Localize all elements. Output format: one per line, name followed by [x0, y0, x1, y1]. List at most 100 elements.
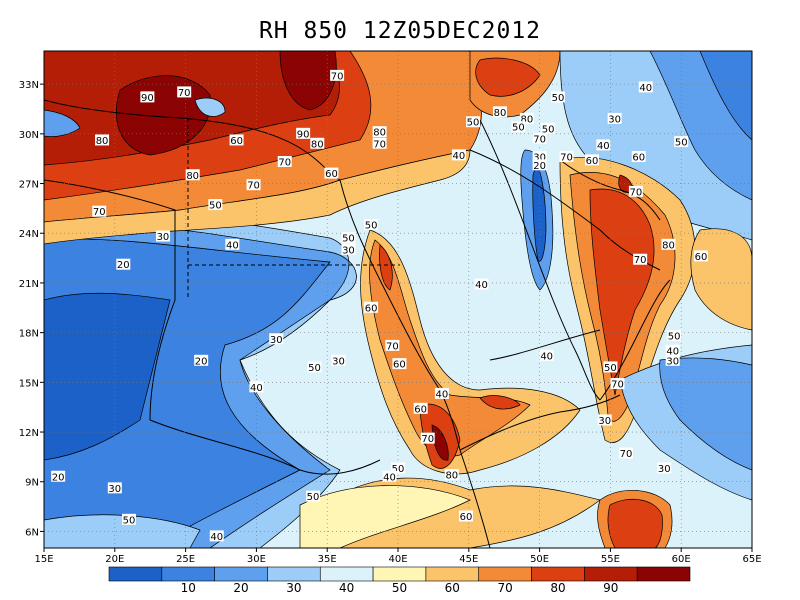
contour-label: 70: [634, 255, 647, 266]
contour-label: 60: [632, 153, 645, 164]
contour-label-bg: [249, 381, 264, 393]
contour-label: 70: [533, 134, 546, 145]
contour-label-bg: [413, 402, 428, 414]
contour-label-bg: [674, 136, 689, 148]
contour-label-bg: [331, 354, 346, 366]
contour-label-bg: [597, 414, 612, 426]
colorbar-swatch: [108, 566, 163, 582]
contour-label-bg: [618, 447, 633, 459]
colorbar-label: 20: [233, 581, 248, 595]
coastline-horn: [459, 394, 621, 451]
lat-tick-label: 6N: [25, 527, 39, 538]
contour-label-bg: [532, 132, 547, 144]
contour-label: 50: [307, 492, 320, 503]
contour-label: 40: [540, 351, 553, 362]
contour-label: 80: [96, 136, 109, 147]
contour-label: 80: [445, 471, 458, 482]
colorbar-label: 70: [497, 581, 512, 595]
contour-label-bg: [185, 169, 200, 181]
lat-axis: 6N 9N 12N 15N 18N 21N 24N 27N 30N 33N: [19, 80, 44, 538]
border-chad: [44, 179, 176, 421]
contour-label-bg: [519, 112, 534, 124]
contour-label-bg: [307, 361, 322, 373]
contour-label: 80: [494, 108, 507, 119]
colorbar-label: 90: [603, 581, 618, 595]
contour-label: 80: [662, 240, 675, 251]
contour-label: 80: [311, 139, 324, 150]
lat-tick-label: 15N: [19, 378, 39, 389]
contour-label-bg: [631, 151, 646, 163]
contour-label: 30: [157, 232, 170, 243]
contour-label: 50: [209, 201, 222, 212]
contour-label-bg: [385, 339, 400, 351]
contour-label-bg: [341, 232, 356, 244]
contour-label: 70: [178, 88, 191, 99]
colorbar: 10 20 30 40 50 60 70 80 90: [108, 566, 691, 595]
contour-label-bg: [392, 358, 407, 370]
contour-label-bg: [444, 469, 459, 481]
contour-label: 20: [117, 260, 130, 271]
contour-label: 40: [475, 280, 488, 291]
contour-label: 70: [331, 71, 344, 82]
contour-label: 60: [230, 136, 243, 147]
colorbar-swatch: [531, 566, 585, 582]
contour-label: 70: [386, 341, 399, 352]
lon-tick-label: 60E: [672, 554, 691, 565]
contour-label-bg: [372, 126, 387, 138]
contour-label: 30: [342, 245, 355, 256]
lon-tick-label: 50E: [530, 554, 549, 565]
contour-label-bg: [551, 91, 566, 103]
contour-label-bg: [451, 149, 466, 161]
coastline-gulf: [559, 159, 661, 221]
lon-tick-label: 40E: [388, 554, 407, 565]
lon-tick-label: 55E: [601, 554, 620, 565]
contour-label: 80: [186, 171, 199, 182]
border-sudan-south: [149, 419, 381, 475]
contour-label: 50: [365, 220, 378, 231]
contour-label-bg: [116, 258, 131, 270]
colorbar-label: 50: [392, 581, 407, 595]
contour-label-bg: [225, 238, 240, 250]
contour-label: 90: [141, 93, 154, 104]
contour-label-bg: [391, 462, 405, 474]
colorbar-swatch: [584, 566, 638, 582]
contour-label-bg: [330, 69, 345, 81]
contour-label-bg: [458, 510, 473, 522]
contour-label-bg: [92, 205, 107, 217]
contour-label-bg: [306, 490, 321, 502]
contour-label: 30: [332, 356, 345, 367]
contour-label: 60: [365, 303, 378, 314]
lat-tick-label: 30N: [19, 130, 39, 141]
contour-label-bg: [492, 106, 507, 118]
contour-label: 40: [639, 83, 652, 94]
contour-label-bg: [364, 301, 379, 313]
contour-label-bg: [603, 361, 618, 373]
contour-label-bg: [420, 432, 435, 444]
colorbar-label: 60: [445, 581, 460, 595]
contour-label: 20: [533, 161, 546, 172]
contour-label-bg: [657, 462, 672, 474]
contour-label: 70: [630, 187, 643, 198]
band-40-50-west: [44, 210, 357, 548]
contour-label-bg: [95, 134, 110, 146]
colorbar-swatch: [372, 566, 427, 582]
contour-label-bg: [474, 278, 489, 290]
band-30-40-nw: [44, 109, 81, 137]
contour-label: 50: [512, 123, 525, 134]
contour-label: 60: [325, 169, 338, 180]
contour-label: 40: [226, 240, 239, 251]
colorbar-swatch: [425, 566, 480, 582]
lon-tick-label: 30E: [247, 554, 266, 565]
contour-label: 40: [250, 383, 263, 394]
contour-label: 50: [467, 118, 480, 129]
contour-label: 50: [604, 363, 617, 374]
band-80-90-oman: [589, 188, 655, 396]
contour-label-bg: [208, 199, 223, 211]
coastline-red-sea-east: [479, 119, 601, 401]
contour-label-bg: [694, 250, 709, 262]
contour-label: 60: [586, 156, 599, 167]
band-60-70-north: [44, 149, 471, 245]
band-80-90-horn: [379, 244, 393, 291]
contour-label-bg: [277, 155, 292, 167]
colorbar-swatch: [161, 566, 215, 582]
